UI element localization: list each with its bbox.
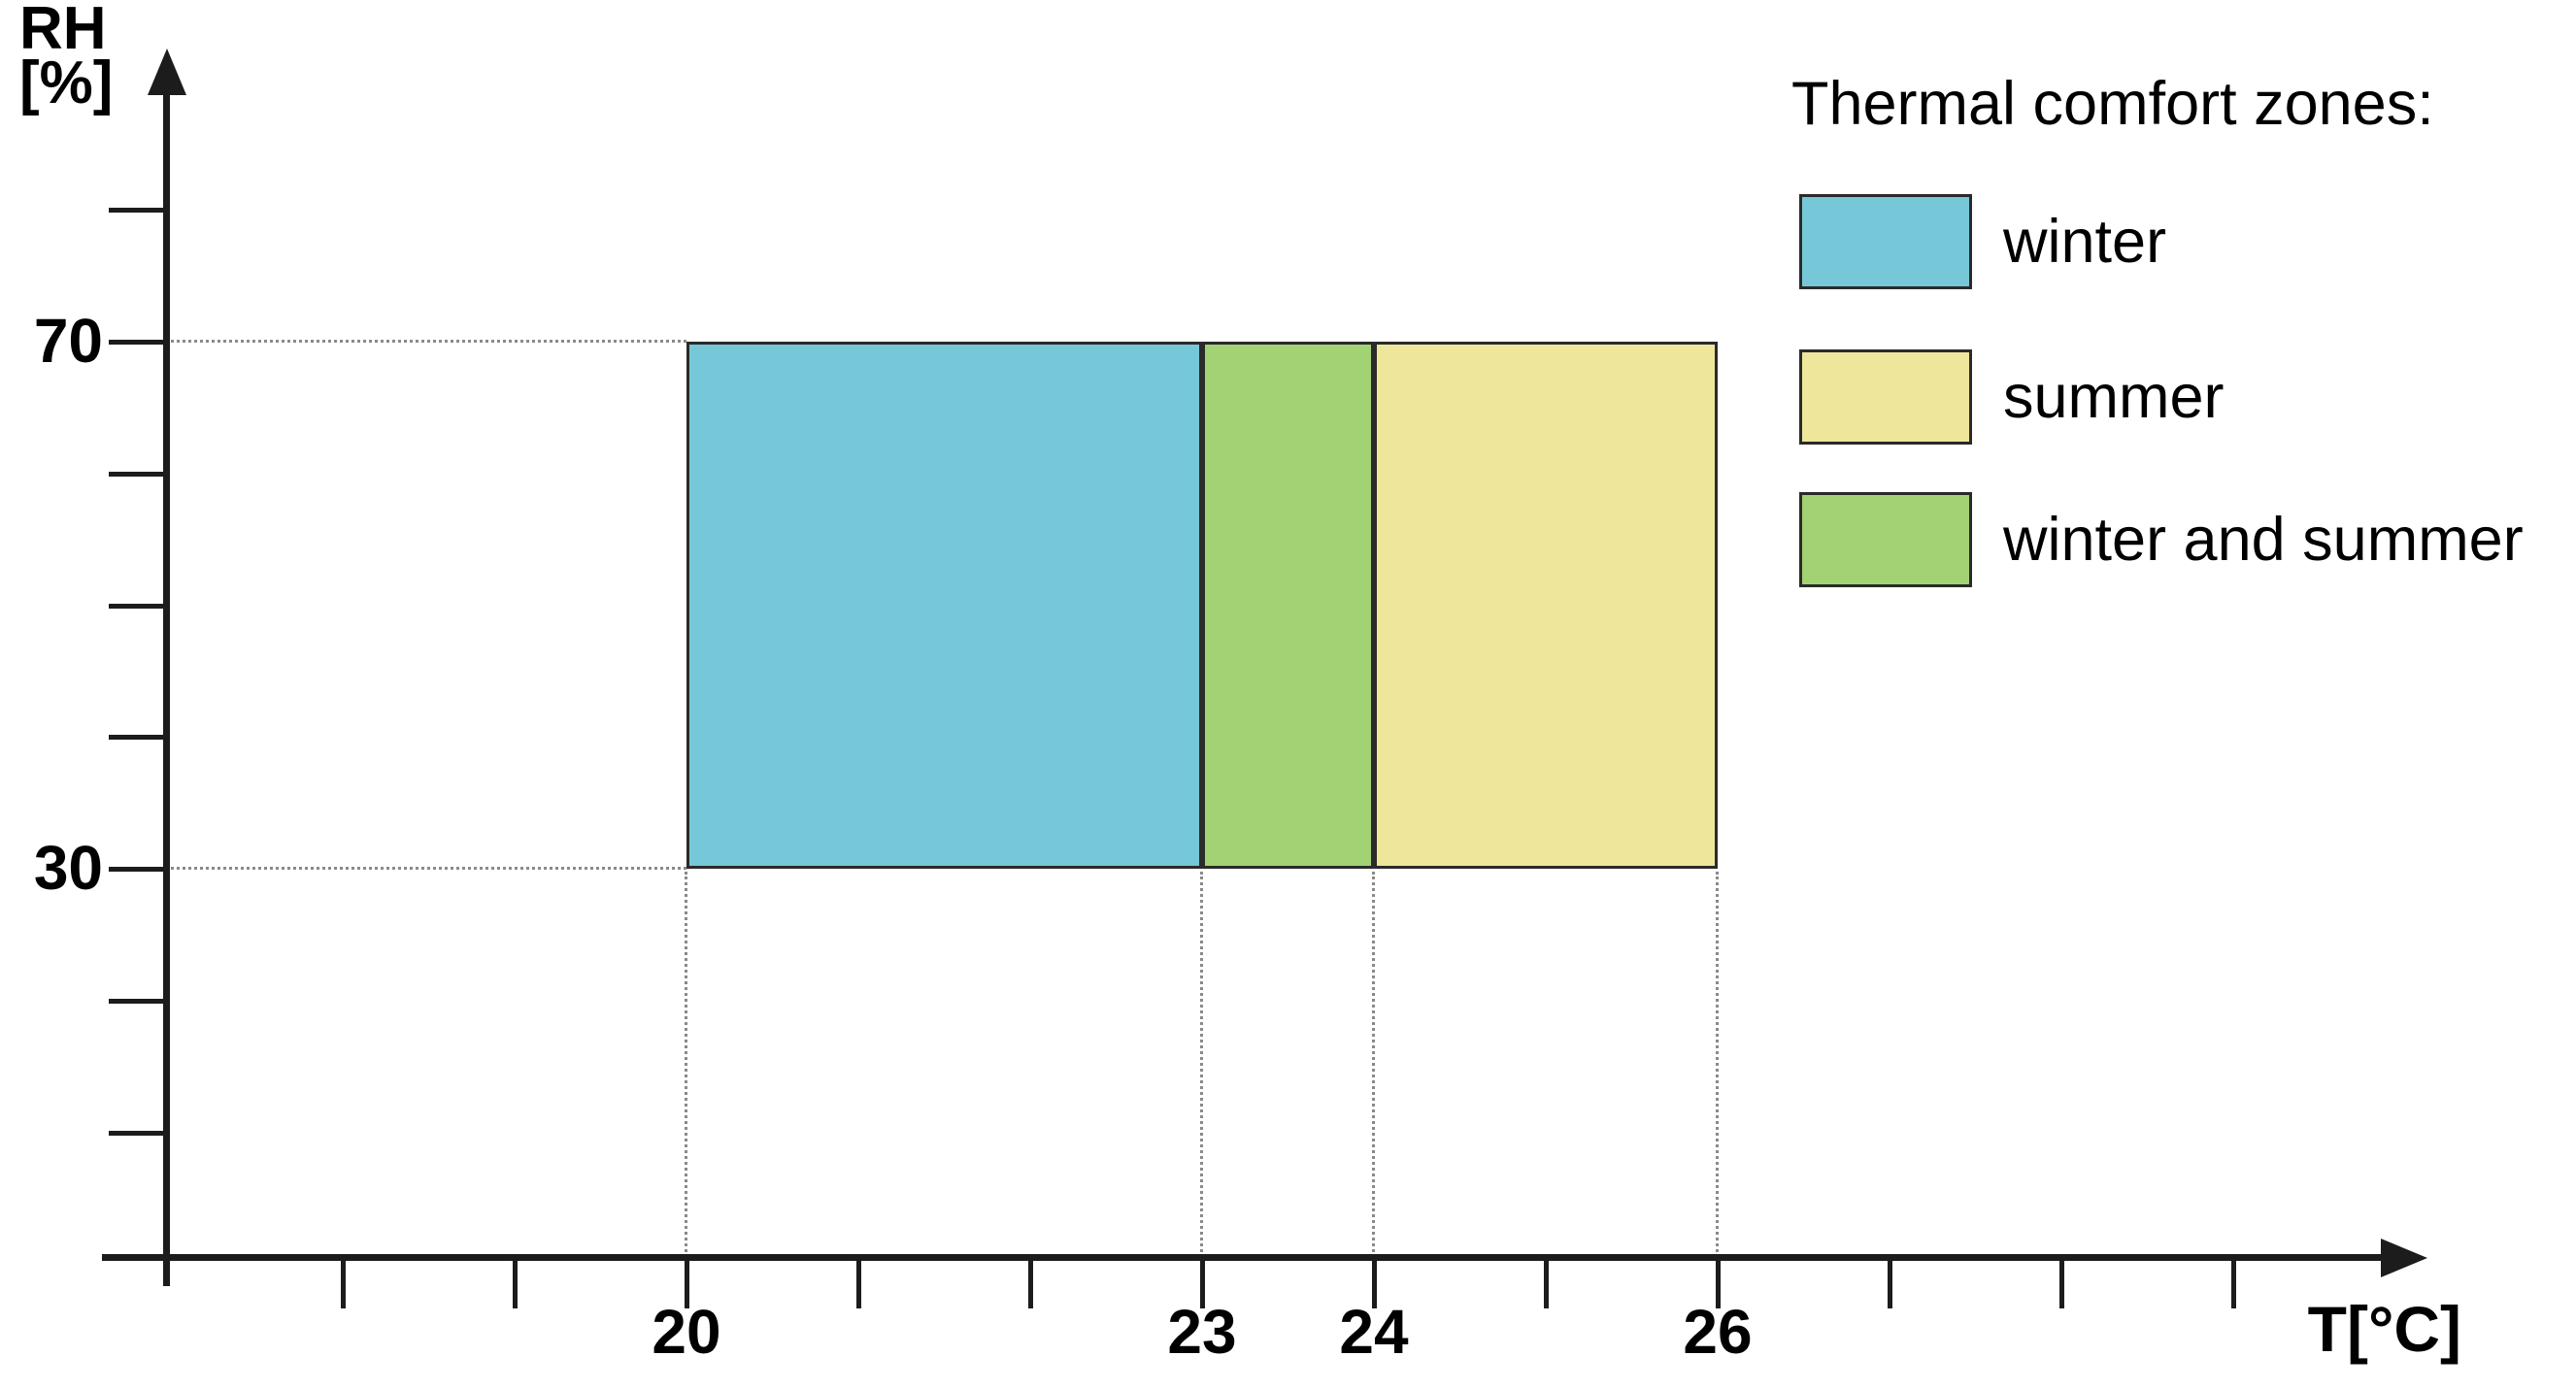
- zone-winter-and-summer: [1202, 342, 1374, 869]
- x-tick-label-20: 20: [652, 1297, 721, 1367]
- legend-label: winter: [2003, 207, 2167, 276]
- t-26-guide-line: [1716, 872, 1719, 1257]
- rh-30-guide-line: [171, 867, 686, 870]
- x-tick-22: [1028, 1254, 1033, 1308]
- legend: Thermal comfort zones: winter summer winte…: [1791, 74, 2576, 676]
- y-tick-40: [109, 735, 166, 741]
- legend-item-winter: winter: [1799, 194, 2166, 289]
- x-tick-label-23: 23: [1167, 1297, 1237, 1367]
- y-tick-30: [109, 867, 166, 872]
- y-axis-arrow-icon: [148, 49, 186, 95]
- x-tick-20: [685, 1254, 689, 1308]
- x-tick-25: [1544, 1254, 1549, 1308]
- x-tick-24: [1372, 1254, 1377, 1308]
- legend-label: winter and summer: [2003, 505, 2524, 574]
- rh-70-guide-line: [171, 340, 686, 343]
- y-tick-80: [109, 208, 166, 214]
- y-tick-50: [109, 603, 166, 609]
- t-20-guide-line: [685, 872, 687, 1257]
- x-tick-28: [2059, 1254, 2064, 1308]
- x-tick-26: [1716, 1254, 1721, 1308]
- x-tick-19: [513, 1254, 518, 1308]
- y-axis-title: RH [%]: [19, 0, 114, 116]
- legend-swatch-winter: [1799, 194, 1972, 289]
- zone-summer: [1374, 342, 1718, 869]
- legend-item-winter-and-summer: winter and summer: [1799, 492, 2524, 587]
- y-tick-10: [109, 1130, 166, 1136]
- x-tick-label-24: 24: [1339, 1297, 1409, 1367]
- x-tick-23: [1200, 1254, 1205, 1308]
- x-tick-29: [2231, 1254, 2236, 1308]
- zone-winter: [686, 342, 1202, 869]
- x-tick-27: [1888, 1254, 1892, 1308]
- x-tick-label-26: 26: [1683, 1297, 1753, 1367]
- legend-item-summer: summer: [1799, 349, 2225, 445]
- legend-label: summer: [2003, 362, 2225, 431]
- y-tick-label-30: 30: [33, 833, 103, 903]
- legend-swatch-winter-and-summer: [1799, 492, 1972, 587]
- y-tick-label-70: 70: [33, 306, 103, 376]
- y-tick-70: [109, 340, 166, 345]
- x-axis-line: [102, 1254, 2383, 1261]
- y-axis-line: [163, 92, 170, 1286]
- y-tick-20: [109, 998, 166, 1004]
- x-tick-18: [341, 1254, 346, 1308]
- legend-swatch-summer: [1799, 349, 1972, 445]
- y-tick-60: [109, 471, 166, 477]
- t-23-guide-line: [1200, 872, 1203, 1257]
- legend-title: Thermal comfort zones:: [1791, 70, 2434, 138]
- x-tick-21: [856, 1254, 861, 1308]
- t-24-guide-line: [1372, 872, 1375, 1257]
- x-axis-title: T[°C]: [2307, 1293, 2461, 1365]
- x-axis-arrow-icon: [2381, 1239, 2427, 1277]
